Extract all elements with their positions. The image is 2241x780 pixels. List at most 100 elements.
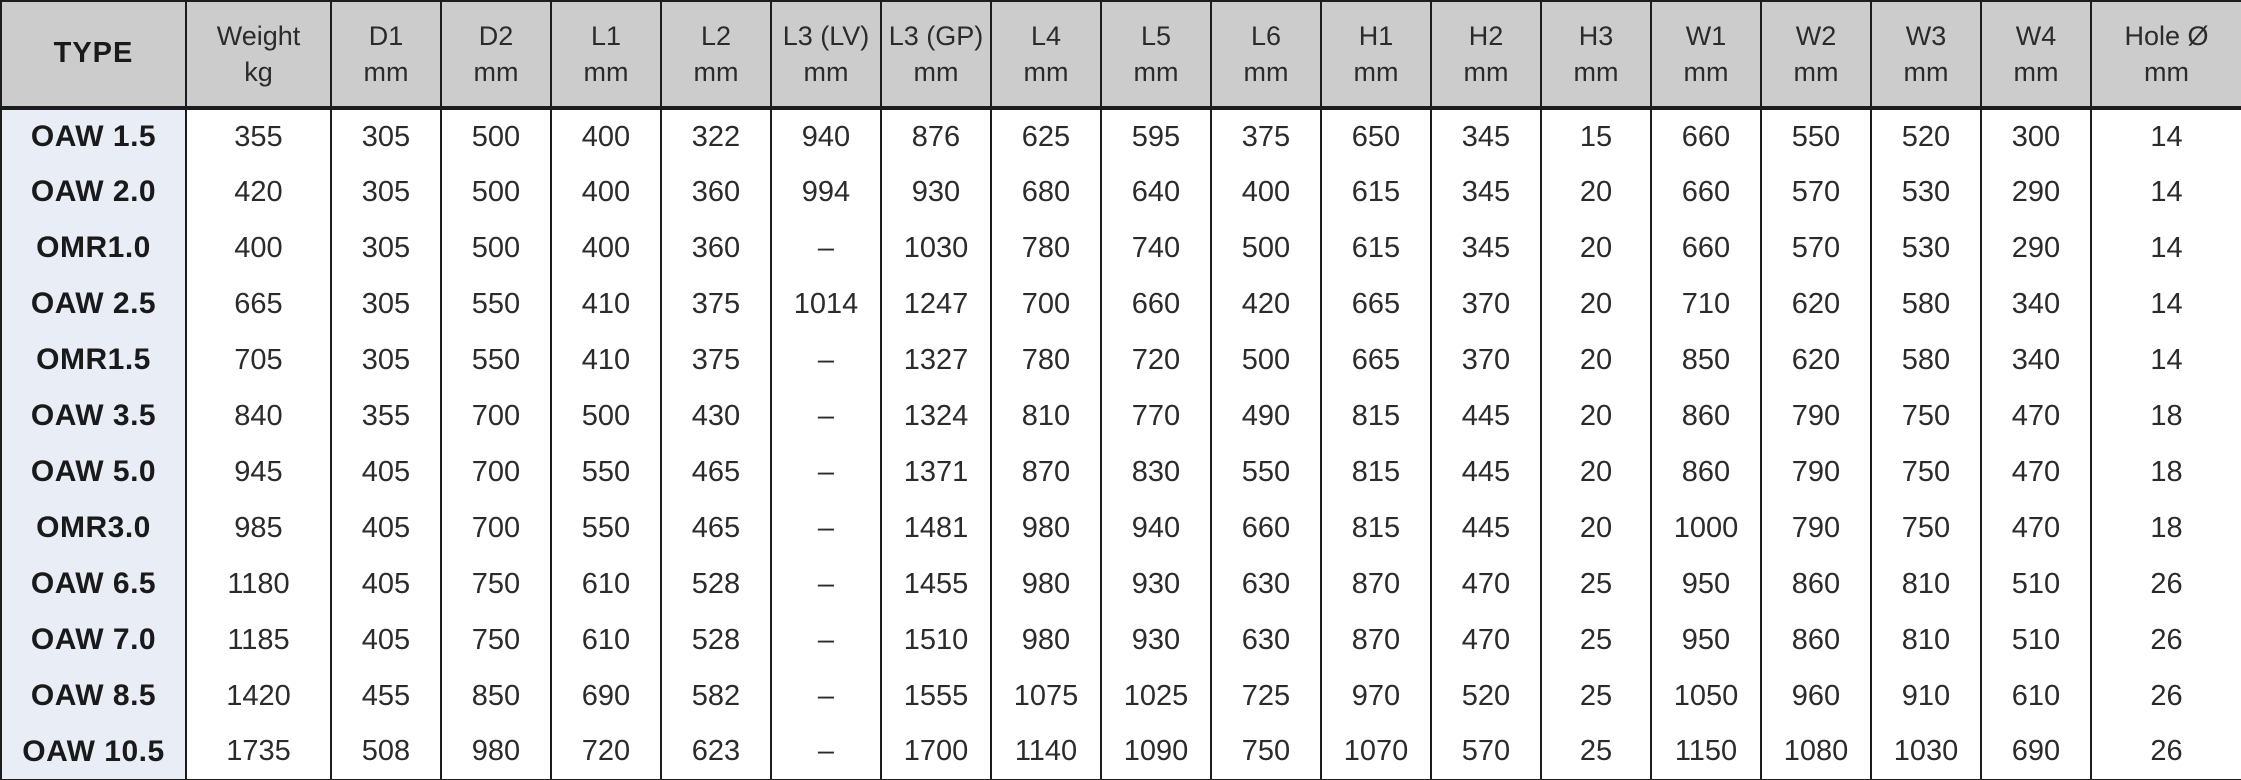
value-cell: 530	[1870, 220, 1982, 276]
value-cell: 930	[1100, 612, 1212, 668]
column-unit: mm	[1683, 57, 1729, 87]
value-cell: 290	[1980, 220, 2092, 276]
value-cell: 700	[990, 276, 1102, 332]
column-header-type: TYPE	[0, 1, 187, 110]
value-cell: 980	[440, 724, 552, 780]
value-cell: 345	[1430, 108, 1542, 164]
value-cell: 25	[1540, 556, 1652, 612]
value-cell: 870	[1320, 612, 1432, 668]
value-cell: 410	[550, 332, 662, 388]
value-cell: 1030	[880, 220, 992, 276]
value-cell: 580	[1870, 332, 1982, 388]
value-cell: 750	[440, 612, 552, 668]
table-row: OAW 1.5 355 305 500 400 322 940 876 625 595 375 650…	[0, 108, 2241, 164]
value-cell: 1371	[880, 444, 992, 500]
value-cell: 305	[330, 332, 442, 388]
value-cell: 305	[330, 276, 442, 332]
value-cell: 25	[1540, 668, 1652, 724]
value-cell: 810	[990, 388, 1102, 444]
value-cell: –	[770, 612, 882, 668]
value-cell: 18	[2090, 388, 2241, 444]
value-cell: 290	[1980, 164, 2092, 220]
row-type-label: OAW 5.0	[0, 444, 187, 500]
column-label: W4	[2015, 20, 2057, 51]
value-cell: 1180	[185, 556, 332, 612]
column-unit: mm	[1903, 57, 1949, 87]
value-cell: 815	[1320, 388, 1432, 444]
value-cell: 570	[1760, 220, 1872, 276]
value-cell: 640	[1100, 164, 1212, 220]
column-label: L2	[700, 20, 732, 51]
value-cell: 520	[1870, 108, 1982, 164]
value-cell: 810	[1870, 556, 1982, 612]
value-cell: 940	[1100, 500, 1212, 556]
value-cell: 400	[1210, 164, 1322, 220]
value-cell: 305	[330, 164, 442, 220]
value-cell: 610	[1980, 668, 2092, 724]
column-unit: mm	[2013, 57, 2059, 87]
column-unit: mm	[803, 57, 849, 87]
value-cell: 876	[880, 108, 992, 164]
column-label: Weight	[216, 20, 301, 51]
column-label: L5	[1140, 20, 1172, 51]
column-label: L3 (GP)	[888, 20, 984, 51]
row-type-label: OAW 3.5	[0, 388, 187, 444]
value-cell: 445	[1430, 388, 1542, 444]
value-cell: 870	[990, 444, 1102, 500]
column-label: D1	[368, 20, 404, 51]
value-cell: 570	[1430, 724, 1542, 780]
value-cell: 1510	[880, 612, 992, 668]
value-cell: 470	[1980, 500, 2092, 556]
value-cell: 1030	[1870, 724, 1982, 780]
value-cell: 725	[1210, 668, 1322, 724]
value-cell: 840	[185, 388, 332, 444]
value-cell: 20	[1540, 332, 1652, 388]
value-cell: 1140	[990, 724, 1102, 780]
value-cell: 1025	[1100, 668, 1212, 724]
value-cell: 595	[1100, 108, 1212, 164]
column-unit: mm	[2144, 57, 2189, 87]
table-row: OAW 2.0 420 305 500 400 360 994 930 680 640 400 615…	[0, 164, 2241, 220]
value-cell: 1327	[880, 332, 992, 388]
column-header-l3-lv: L3 (LV) mm	[770, 1, 882, 110]
value-cell: 815	[1320, 500, 1432, 556]
value-cell: 14	[2090, 108, 2241, 164]
table-row: OAW 3.5 840 355 700 500 430–1324 810 770 490 815 4…	[0, 388, 2241, 444]
value-cell: 1075	[990, 668, 1102, 724]
value-cell: 405	[330, 556, 442, 612]
row-type-label: OAW 2.5	[0, 276, 187, 332]
value-cell: 720	[550, 724, 662, 780]
value-cell: 710	[1650, 276, 1762, 332]
value-cell: 790	[1760, 500, 1872, 556]
column-label: D2	[478, 20, 514, 51]
value-cell: 1735	[185, 724, 332, 780]
value-cell: 1150	[1650, 724, 1762, 780]
column-header-l1: L1 mm	[550, 1, 662, 110]
value-cell: 1050	[1650, 668, 1762, 724]
value-cell: 375	[660, 332, 772, 388]
value-cell: 850	[1650, 332, 1762, 388]
value-cell: 1090	[1100, 724, 1212, 780]
value-cell: 14	[2090, 164, 2241, 220]
value-cell: 14	[2090, 332, 2241, 388]
table-body: OAW 1.5 355 305 500 400 322 940 876 625 595 375 650…	[0, 108, 2241, 780]
row-type-label: OAW 8.5	[0, 668, 187, 724]
value-cell: 620	[1760, 276, 1872, 332]
value-cell: 940	[770, 108, 882, 164]
value-cell: 700	[440, 388, 552, 444]
value-cell: 405	[330, 612, 442, 668]
value-cell: 508	[330, 724, 442, 780]
value-cell: 550	[550, 500, 662, 556]
value-cell: 465	[660, 500, 772, 556]
column-header-l6: L6 mm	[1210, 1, 1322, 110]
value-cell: 470	[1430, 612, 1542, 668]
value-cell: 26	[2090, 668, 2241, 724]
value-cell: 445	[1430, 500, 1542, 556]
column-header-h1: H1 mm	[1320, 1, 1432, 110]
value-cell: –	[770, 556, 882, 612]
value-cell: –	[770, 668, 882, 724]
value-cell: 20	[1540, 500, 1652, 556]
value-cell: 445	[1430, 444, 1542, 500]
column-unit: mm	[1133, 57, 1179, 87]
